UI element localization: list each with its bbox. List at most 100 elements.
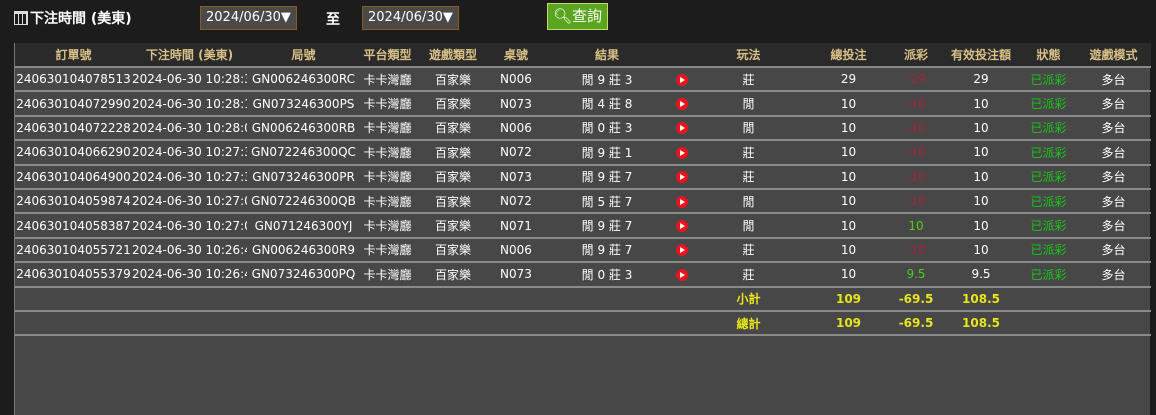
cell-table: N073 bbox=[491, 164, 541, 190]
play-video-icon[interactable] bbox=[676, 171, 688, 184]
table-row: 240630104055379 2024-06-30 10:26:44 GN0732… bbox=[15, 262, 1151, 288]
cell-payout: -10 bbox=[891, 237, 941, 264]
cell-table: N006 bbox=[491, 237, 541, 264]
cell-table: N006 bbox=[491, 67, 541, 93]
summary-cell bbox=[415, 286, 491, 312]
summary-cell bbox=[15, 286, 132, 312]
cell-platform: 卡卡灣廳 bbox=[360, 262, 415, 288]
cell-play: 閒 bbox=[691, 213, 806, 239]
table-row: 240630104064900 2024-06-30 10:27:32 GN0732… bbox=[15, 164, 1151, 190]
cell-game: 百家樂 bbox=[415, 213, 491, 239]
summary-cell bbox=[132, 310, 247, 337]
cell-table: N071 bbox=[491, 213, 541, 239]
cell-game: 百家樂 bbox=[415, 237, 491, 264]
bet-records-table: 訂單號 下注時間 (美東) 局號 平台類型 遊戲類型 桌號 結果 玩法 總投注 派彩 有效投注額 狀態… bbox=[14, 43, 1151, 415]
summary-cell: 108.5 bbox=[941, 310, 1021, 337]
summary-cell bbox=[1021, 310, 1076, 337]
cell-game: 百家樂 bbox=[415, 164, 491, 190]
cell-valid: 10 bbox=[941, 91, 1021, 117]
play-video-icon[interactable] bbox=[676, 98, 688, 111]
cell-payout: -10 bbox=[891, 115, 941, 142]
cell-valid: 10 bbox=[941, 115, 1021, 142]
cell-mode: 多台 bbox=[1076, 67, 1151, 93]
date-to-select[interactable]: 2024/06/30▼ bbox=[362, 6, 459, 30]
table-row: 240630104072228 2024-06-30 10:28:09 GN0062… bbox=[15, 115, 1151, 142]
cell-status: 已派彩 bbox=[1021, 91, 1076, 117]
play-video-icon[interactable] bbox=[676, 268, 688, 281]
play-video-icon[interactable] bbox=[676, 244, 688, 257]
cell-play: 莊 bbox=[691, 262, 806, 288]
subtotal-row: 小計 109 -69.5 108.5 bbox=[15, 286, 1151, 312]
summary-cell bbox=[491, 286, 541, 312]
cell-payout: -29 bbox=[891, 67, 941, 93]
summary-cell bbox=[15, 310, 132, 337]
replay-cell bbox=[673, 140, 691, 166]
play-video-icon[interactable] bbox=[676, 73, 688, 86]
cell-mode: 多台 bbox=[1076, 140, 1151, 166]
table-row: 240630104072990 2024-06-30 10:28:13 GN0732… bbox=[15, 91, 1151, 117]
cell-bet: 10 bbox=[806, 188, 891, 215]
table-row: 240630104055721 2024-06-30 10:26:46 GN0062… bbox=[15, 237, 1151, 264]
cell-payout: -10 bbox=[891, 140, 941, 166]
cell-round: GN006246300RC bbox=[247, 67, 360, 93]
cell-play: 莊 bbox=[691, 67, 806, 93]
cell-order: 240630104072228 bbox=[15, 115, 132, 142]
table-row: 240630104059874 2024-06-30 10:27:06 GN0722… bbox=[15, 188, 1151, 215]
cell-valid: 10 bbox=[941, 188, 1021, 215]
summary-cell: 109 bbox=[806, 286, 891, 312]
cell-round: GN006246300RB bbox=[247, 115, 360, 142]
play-video-icon[interactable] bbox=[676, 146, 688, 159]
cell-status: 已派彩 bbox=[1021, 67, 1076, 93]
summary-cell bbox=[132, 286, 247, 312]
replay-cell bbox=[673, 262, 691, 288]
column-header: 局號 bbox=[247, 43, 360, 68]
cell-round: GN073246300PR bbox=[247, 164, 360, 190]
column-header bbox=[673, 43, 691, 68]
play-video-icon[interactable] bbox=[676, 122, 688, 135]
summary-cell bbox=[491, 310, 541, 337]
cell-play: 閒 bbox=[691, 91, 806, 117]
cell-result: 閒 0 莊 3 bbox=[541, 262, 673, 288]
summary-cell: 109 bbox=[806, 310, 891, 337]
replay-cell bbox=[673, 91, 691, 117]
cell-table: N073 bbox=[491, 262, 541, 288]
cell-result: 閒 0 莊 3 bbox=[541, 115, 673, 142]
summary-cell bbox=[1076, 286, 1151, 312]
cell-mode: 多台 bbox=[1076, 91, 1151, 117]
cell-game: 百家樂 bbox=[415, 140, 491, 166]
column-header: 玩法 bbox=[691, 43, 806, 68]
cell-status: 已派彩 bbox=[1021, 262, 1076, 288]
play-video-icon[interactable] bbox=[676, 195, 688, 208]
cell-valid: 10 bbox=[941, 213, 1021, 239]
cell-platform: 卡卡灣廳 bbox=[360, 188, 415, 215]
cell-time: 2024-06-30 10:28:13 bbox=[132, 91, 247, 117]
cell-game: 百家樂 bbox=[415, 91, 491, 117]
replay-cell bbox=[673, 213, 691, 239]
cell-platform: 卡卡灣廳 bbox=[360, 67, 415, 93]
summary-cell bbox=[673, 310, 691, 337]
summary-cell bbox=[541, 310, 673, 337]
cell-mode: 多台 bbox=[1076, 115, 1151, 142]
cell-time: 2024-06-30 10:27:06 bbox=[132, 188, 247, 215]
column-header: 結果 bbox=[541, 43, 673, 68]
cell-round: GN072246300QC bbox=[247, 140, 360, 166]
cell-status: 已派彩 bbox=[1021, 213, 1076, 239]
cell-result: 閒 9 莊 1 bbox=[541, 140, 673, 166]
query-button[interactable]: 🔍︎查詢 bbox=[547, 3, 608, 30]
cell-payout: -10 bbox=[891, 188, 941, 215]
cell-bet: 10 bbox=[806, 115, 891, 142]
cell-game: 百家樂 bbox=[415, 115, 491, 142]
cell-play: 莊 bbox=[691, 237, 806, 264]
cell-status: 已派彩 bbox=[1021, 188, 1076, 215]
column-header: 遊戲模式 bbox=[1076, 43, 1151, 68]
play-video-icon[interactable] bbox=[676, 220, 688, 233]
cell-order: 240630104055721 bbox=[15, 237, 132, 264]
summary-cell bbox=[247, 310, 360, 337]
cell-result: 閒 9 莊 7 bbox=[541, 237, 673, 264]
cell-time: 2024-06-30 10:28:09 bbox=[132, 115, 247, 142]
date-from-select[interactable]: 2024/06/30▼ bbox=[200, 6, 297, 30]
cell-time: 2024-06-30 10:27:32 bbox=[132, 164, 247, 190]
cell-table: N072 bbox=[491, 188, 541, 215]
cell-platform: 卡卡灣廳 bbox=[360, 164, 415, 190]
cell-round: GN071246300YJ bbox=[247, 213, 360, 239]
